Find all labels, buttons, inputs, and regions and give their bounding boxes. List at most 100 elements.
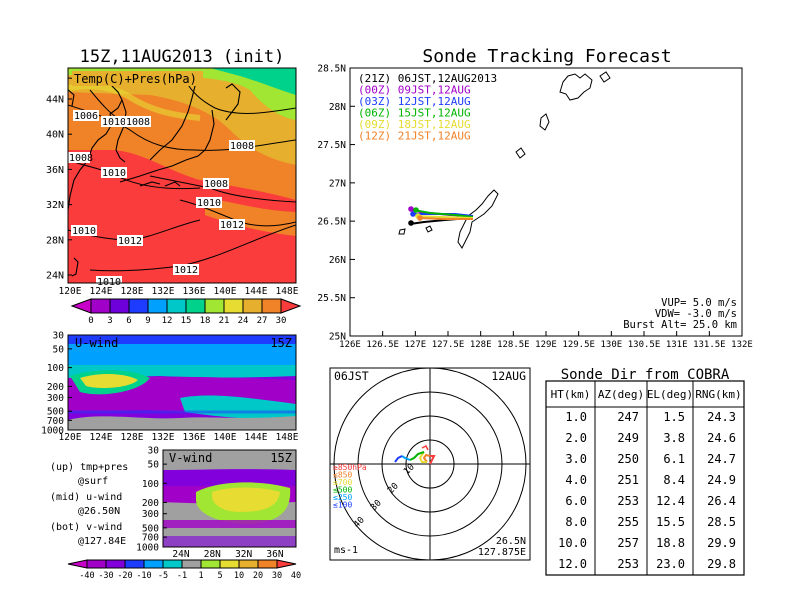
track-lon-tick-label: 132E — [731, 340, 753, 350]
track-lon-tick-label: 128E — [470, 340, 492, 350]
polar-rings — [330, 368, 530, 560]
pressure-tick-label: 300 — [142, 509, 159, 520]
table-cell: 6.1 — [663, 452, 685, 466]
v-wind-frame — [162, 449, 297, 548]
table-cell: 24.3 — [707, 410, 736, 424]
track-point-00z — [408, 206, 414, 212]
track-lon-tick-label: 130.5E — [628, 340, 661, 350]
table-header-cell: HT(km) — [551, 388, 591, 401]
isobar-label: 1008 — [125, 116, 151, 128]
colorbar-tick-label: 24 — [238, 316, 249, 326]
table-cell: 255 — [617, 515, 639, 529]
svg-text:1010: 1010 — [102, 168, 126, 179]
pressure-tick-label: 50 — [148, 460, 160, 471]
v-wind-field — [163, 450, 296, 547]
table-cell: 247 — [617, 410, 639, 424]
track-lat-tick-label: 25.5N — [317, 293, 346, 304]
track-lat-tick-label: 28N — [329, 102, 346, 113]
colorbar-tick-label: 20 — [253, 571, 263, 581]
colorbar-tick-label: 40 — [291, 571, 301, 581]
temp-lon-axis: 120E 124E 128E 132E 136E 140E 144E 148E — [59, 286, 299, 297]
lon-tick-label: 124E — [90, 286, 113, 297]
temp-colorbar: 0 3 6 9 12 15 18 21 24 27 30 — [70, 298, 302, 326]
colorbar-tick-label: -1 — [177, 571, 187, 581]
colorbar-tick-label: -5 — [158, 571, 168, 581]
u-lon-tick-label: 120E — [59, 432, 82, 443]
svg-text:1010: 1010 — [102, 117, 126, 128]
track-lon-tick-label: 129.5E — [562, 340, 595, 350]
table-cell: 2.0 — [565, 431, 587, 445]
track-lat-tick-label: 28.5N — [317, 64, 346, 75]
track-legend-entry: (00Z) 09JST,12AUG — [358, 84, 471, 97]
table-cell: 12.4 — [656, 494, 685, 508]
cobra-title: Sonde Dir from COBRA — [561, 367, 730, 383]
table-cell: 3.8 — [663, 431, 685, 445]
table-header-row: HT(km) AZ(deg) EL(deg) RNG(km) — [551, 388, 742, 401]
colorbar-cell — [128, 298, 149, 314]
lon-tick-label: 140E — [214, 286, 237, 297]
v-wind-lat-axis: 24N 28N 32N 36N — [172, 549, 283, 560]
lon-tick-label: 136E — [183, 286, 206, 297]
svg-text:1006: 1006 — [74, 111, 98, 122]
colorbar-cell — [219, 559, 240, 569]
isobar-label: 1010 — [71, 225, 97, 237]
u-wind-field — [68, 335, 296, 430]
table-cell: 8.0 — [565, 515, 587, 529]
track-point-06z — [413, 207, 419, 213]
pressure-tick-label: 50 — [53, 344, 65, 355]
lon-tick-label: 144E — [245, 286, 268, 297]
track-lon-tick-label: 129E — [535, 340, 557, 350]
table-cell: 257 — [617, 536, 639, 550]
pressure-tick-label: 500 — [47, 407, 64, 418]
launch-params: VUP= 5.0 m/s VDW= -3.0 m/s Burst Alt= 25… — [623, 297, 737, 331]
table-cell: 29.9 — [707, 536, 736, 550]
lat-tick-label: 36N — [46, 165, 64, 176]
svg-text:1012: 1012 — [118, 236, 142, 247]
u-lon-tick-label: 124E — [90, 432, 113, 443]
lat-tick-label: 40N — [46, 130, 64, 141]
svg-text:1012: 1012 — [174, 265, 198, 276]
polar-legend-entry: ≥850hPa — [333, 463, 367, 472]
pressure-tick-label: 100 — [142, 479, 159, 490]
lon-tick-label: 148E — [276, 286, 299, 297]
u-wind-frame — [67, 334, 297, 431]
table-row: 10.0 257 18.8 29.9 — [558, 536, 736, 550]
u-wind-label: U-wind — [75, 336, 118, 350]
track-legend-entry: (09Z) 18JST,12AUG — [358, 118, 471, 131]
table-cell: 6.0 — [565, 494, 587, 508]
svg-text:1010: 1010 — [72, 226, 96, 237]
colorbar-tick-label: 1 — [198, 571, 203, 581]
lat-tick-label: 44N — [46, 95, 64, 106]
temp-panel-label: Temp(C)+Pres(hPa) — [74, 72, 197, 86]
table-cell: 8.4 — [663, 473, 685, 487]
polar-date: 12AUG — [491, 369, 526, 383]
table-cell: 26.4 — [707, 494, 736, 508]
colorbar-tick-label: 0 — [88, 316, 93, 326]
track-line-12z — [417, 217, 473, 220]
colorbar-cell — [90, 298, 111, 314]
polar-legend-entry: ≤500 — [333, 486, 352, 495]
lon-tick-label: 120E — [59, 286, 82, 297]
sonde-tracks — [408, 206, 474, 226]
track-line-09z — [415, 215, 474, 219]
polar-legend-entry: ≤100 — [333, 501, 352, 510]
panel-notes: (up) tmp+pres @surf (mid) u-wind @26.50N… — [50, 462, 128, 547]
u-lon-tick-label: 148E — [276, 432, 299, 443]
table-cell: 24.9 — [707, 473, 736, 487]
track-panel: Sonde Tracking Forecast 28.5N 28N 27.5N 27N… — [317, 46, 752, 350]
colorbar-tick-label: 10 — [234, 571, 244, 581]
colorbar-tick-label: 15 — [181, 316, 192, 326]
temp-lat-axis: 44N 40N 36N 32N 28N 24N — [46, 95, 72, 282]
u-wind-time: 15Z — [270, 336, 292, 350]
table-row: 1.0 247 1.5 24.3 — [565, 410, 736, 424]
table-row: 12.0 253 23.0 29.8 — [558, 557, 736, 571]
track-point-03z — [410, 211, 416, 217]
colorbar-tick-label: -30 — [98, 571, 113, 581]
colorbar-cell — [105, 559, 126, 569]
param-vup: VUP= 5.0 m/s — [661, 297, 737, 309]
note-line: (up) tmp+pres — [50, 462, 128, 473]
isobar-label: 1010 — [101, 116, 127, 128]
